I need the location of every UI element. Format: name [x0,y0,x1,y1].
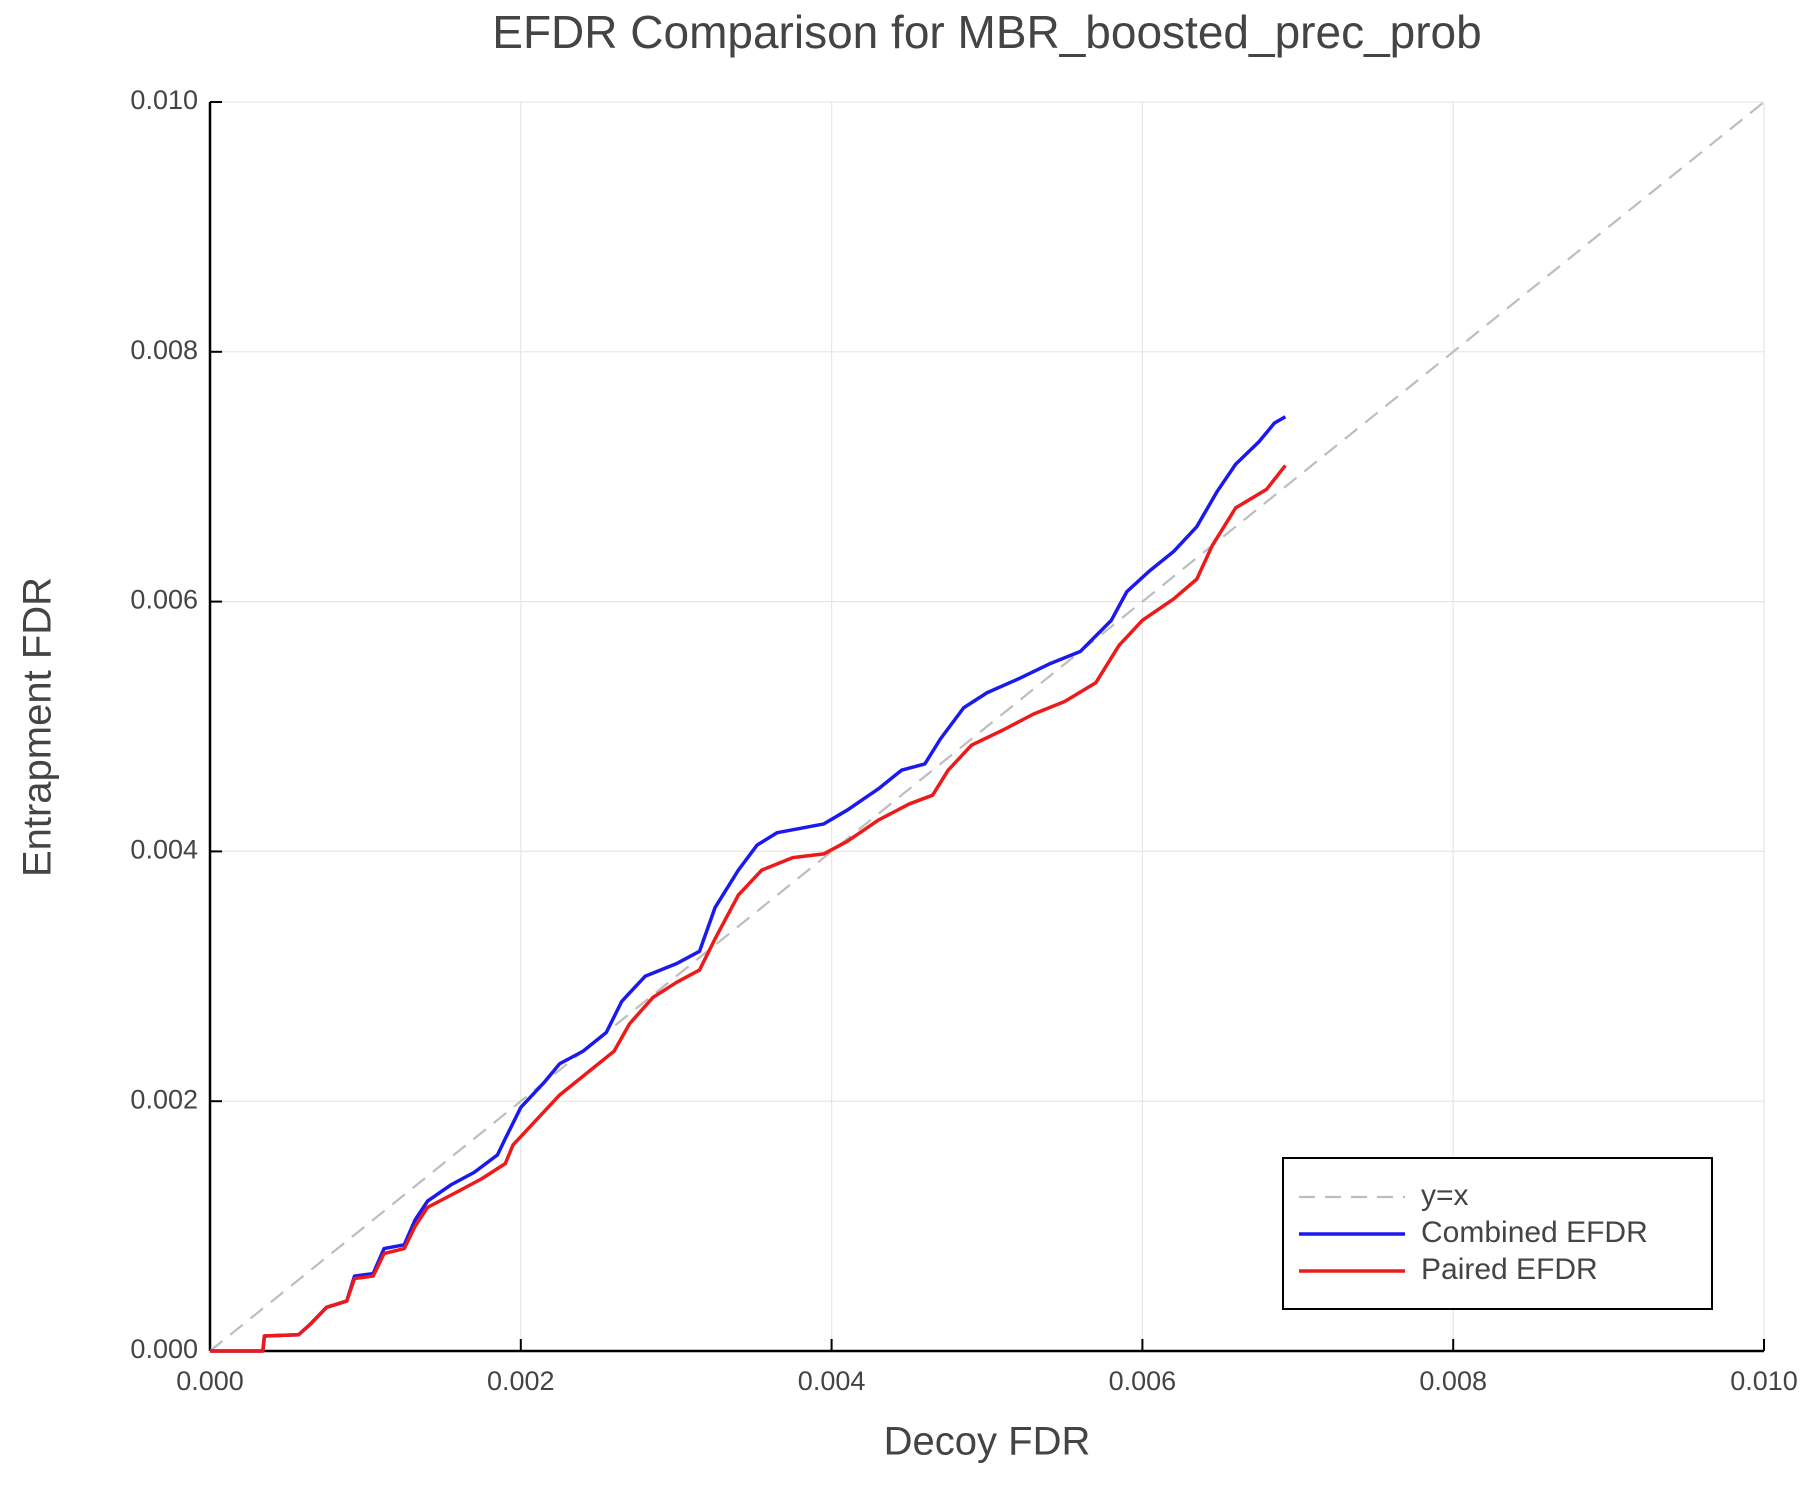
x-tick-label: 0.004 [798,1366,866,1396]
x-tick-label: 0.000 [176,1366,244,1396]
y-tick-label: 0.002 [130,1084,198,1114]
chart-title: EFDR Comparison for MBR_boosted_prec_pro… [492,6,1481,58]
x-tick-label: 0.006 [1109,1366,1177,1396]
x-axis-label: Decoy FDR [884,1420,1091,1464]
x-tick-label: 0.008 [1419,1366,1487,1396]
y-tick-label: 0.008 [130,335,198,365]
y-tick-label: 0.000 [130,1334,198,1364]
legend-label: Paired EFDR [1421,1253,1598,1286]
series-line [209,101,1765,1352]
y-tick-label: 0.010 [130,85,198,115]
legend-label: y=x [1421,1179,1469,1212]
y-tick-label: 0.004 [130,835,198,865]
x-tick-label: 0.010 [1730,1366,1798,1396]
legend-label: Combined EFDR [1421,1216,1648,1249]
y-tick-label: 0.006 [130,585,198,615]
x-tick-label: 0.002 [487,1366,555,1396]
series-line [210,464,1287,1353]
y-axis-label: Entrapment FDR [16,577,60,877]
